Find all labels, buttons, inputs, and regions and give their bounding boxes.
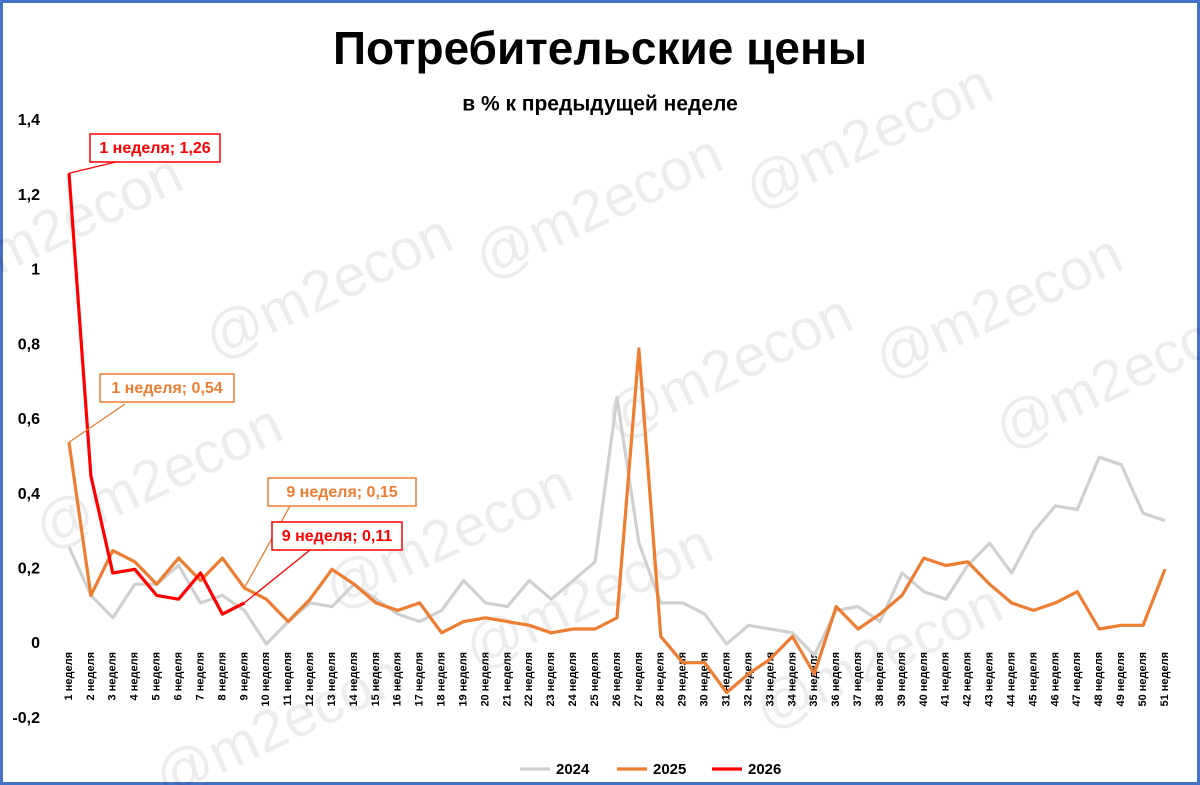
x-tick-label: 45 неделя	[1027, 652, 1039, 707]
y-tick-label: 0,8	[18, 336, 40, 353]
y-tick-label: -0,2	[12, 710, 40, 727]
x-tick-label: 22 неделя	[523, 652, 535, 707]
x-tick-label: 19 неделя	[457, 652, 469, 707]
x-tick-label: 12 неделя	[304, 652, 316, 707]
x-tick-label: 49 неделя	[1115, 652, 1127, 707]
y-tick-label: 0,4	[18, 486, 40, 503]
x-tick-label: 7 неделя	[194, 652, 206, 700]
x-tick-label: 10 неделя	[260, 652, 272, 707]
x-tick-label: 3 неделя	[107, 652, 119, 700]
x-tick-label: 14 неделя	[348, 652, 360, 707]
x-tick-label: 42 неделя	[962, 652, 974, 707]
annotation-text: 9 неделя; 0,11	[282, 528, 393, 545]
annotation-leader	[243, 505, 291, 589]
x-tick-label: 30 неделя	[699, 652, 711, 707]
x-tick-label: 47 неделя	[1071, 652, 1083, 707]
x-tick-label: 37 неделя	[852, 652, 864, 707]
x-tick-label: 23 неделя	[545, 652, 557, 707]
annotation-text: 9 неделя; 0,15	[286, 484, 397, 501]
x-tick-label: 38 неделя	[874, 652, 886, 707]
x-tick-label: 17 неделя	[414, 652, 426, 707]
chart-subtitle: в % к предыдущей неделе	[462, 93, 738, 116]
annotation-box	[89, 133, 221, 163]
x-tick-label: 28 неделя	[655, 652, 667, 707]
x-tick-label: 4 неделя	[129, 652, 141, 700]
x-tick-label: 32 неделя	[742, 652, 754, 707]
annotation-box	[267, 477, 417, 507]
x-tick-label: 15 неделя	[370, 652, 382, 707]
series-line	[67, 347, 1167, 695]
x-tick-label: 13 неделя	[326, 652, 338, 707]
annotation-leader	[68, 403, 126, 443]
x-tick-label: 24 неделя	[567, 652, 579, 707]
x-tick-label: 40 неделя	[918, 652, 930, 707]
x-tick-label: 1 неделя	[63, 652, 75, 700]
x-tick-label: 44 неделя	[1005, 652, 1017, 707]
y-tick-label: 1,4	[18, 112, 40, 129]
x-tick-label: 29 неделя	[677, 652, 689, 707]
y-tick-label: 0	[31, 635, 40, 652]
x-tick-label: 25 неделя	[589, 652, 601, 707]
legend-label: 2025	[653, 761, 686, 778]
x-tick-label: 26 неделя	[611, 652, 623, 707]
x-tick-label: 18 неделя	[436, 652, 448, 707]
x-tick-label: 46 неделя	[1049, 652, 1061, 707]
annotation-leader	[243, 549, 311, 604]
x-tick-label: 31 неделя	[721, 652, 733, 707]
annotation-box	[99, 373, 235, 403]
x-tick-label: 21 неделя	[501, 652, 513, 707]
x-tick-label: 8 неделя	[216, 652, 228, 700]
x-tick-label: 43 неделя	[984, 652, 996, 707]
x-tick-label: 6 неделя	[173, 652, 185, 700]
x-tick-label: 27 неделя	[633, 652, 645, 707]
x-tick-label: 36 неделя	[830, 652, 842, 707]
x-tick-label: 50 неделя	[1137, 652, 1149, 707]
series-line	[67, 395, 1166, 657]
series-line	[67, 173, 246, 616]
x-tick-label: 33 неделя	[764, 652, 776, 707]
x-tick-label: 48 неделя	[1093, 652, 1105, 707]
x-tick-label: 2 неделя	[85, 652, 97, 700]
x-tick-label: 34 неделя	[786, 652, 798, 707]
x-tick-label: 39 неделя	[896, 652, 908, 707]
x-tick-label: 41 неделя	[940, 652, 952, 707]
x-tick-label: 11 неделя	[282, 652, 294, 706]
x-tick-label: 51 неделя	[1159, 652, 1171, 707]
x-tick-label: 5 неделя	[151, 652, 163, 700]
x-tick-label: 20 неделя	[479, 652, 491, 707]
y-tick-label: 0,6	[18, 411, 40, 428]
y-tick-label: 1	[31, 262, 40, 279]
annotation-text: 1 неделя; 0,54	[111, 380, 222, 397]
legend-label: 2024	[556, 761, 590, 778]
x-tick-label: 9 неделя	[238, 652, 250, 700]
y-tick-label: 0,2	[18, 560, 40, 577]
legend-label: 2026	[748, 761, 781, 778]
annotation-text: 1 неделя; 1,26	[99, 140, 210, 157]
chart-title: Потребительские цены	[333, 22, 867, 74]
x-tick-label: 16 неделя	[392, 652, 404, 707]
y-tick-label: 1,2	[18, 187, 40, 204]
annotation-box	[271, 521, 403, 551]
